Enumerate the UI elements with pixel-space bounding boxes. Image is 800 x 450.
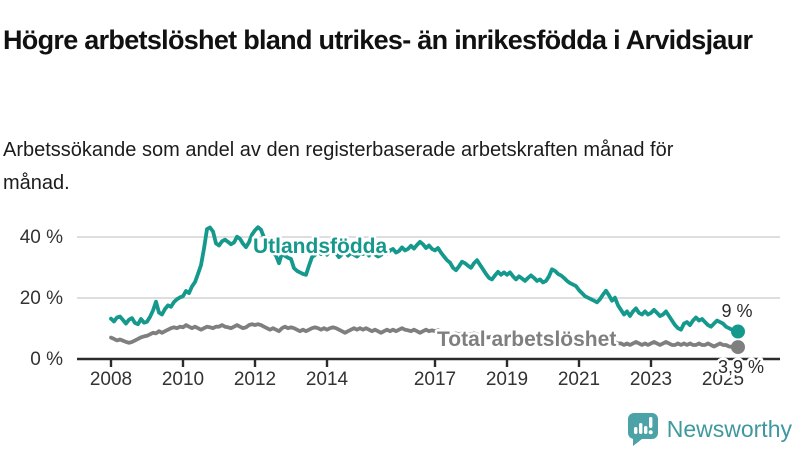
x-axis-label-2017: 2017 bbox=[414, 369, 456, 390]
bar-chart-speech-bubble-icon bbox=[627, 413, 658, 446]
page-title: Högre arbetslöshet bland utrikes- än inr… bbox=[3, 25, 753, 56]
brand-name: Newsworthy bbox=[666, 415, 792, 442]
series-label-total: Total arbetslöshet bbox=[437, 328, 616, 351]
x-axis-label-2014: 2014 bbox=[306, 369, 349, 390]
series-line-total bbox=[109, 322, 740, 350]
end-dot-total bbox=[731, 340, 745, 355]
y-axis-label-20: 20 % bbox=[20, 288, 63, 309]
x-axis-label-2019: 2019 bbox=[486, 369, 528, 390]
y-axis-label-0: 0 % bbox=[30, 349, 63, 370]
end-value-label-utlandsfodda: 9 % bbox=[721, 301, 752, 321]
x-axis-label-2025: 2025 bbox=[702, 369, 744, 390]
y-axis-label-40: 40 % bbox=[20, 227, 63, 248]
newsworthy-logo: Newsworthy bbox=[627, 412, 792, 446]
x-axis-label-2010: 2010 bbox=[162, 369, 204, 390]
chart-subtitle: Arbetssökande som andel av den registerb… bbox=[3, 139, 674, 194]
end-value-label-total: 3,9 % bbox=[718, 357, 764, 377]
x-axis-label-2012: 2012 bbox=[234, 369, 276, 390]
end-dot-utlandsfodda bbox=[731, 324, 745, 339]
series-line-utlandsfodda bbox=[109, 225, 740, 334]
x-axis-label-2008: 2008 bbox=[90, 369, 132, 390]
x-axis-label-2021: 2021 bbox=[558, 369, 600, 390]
series-label-utlandsfodda: Utlandsfödda bbox=[253, 235, 387, 258]
x-axis-label-2023: 2023 bbox=[630, 369, 672, 390]
